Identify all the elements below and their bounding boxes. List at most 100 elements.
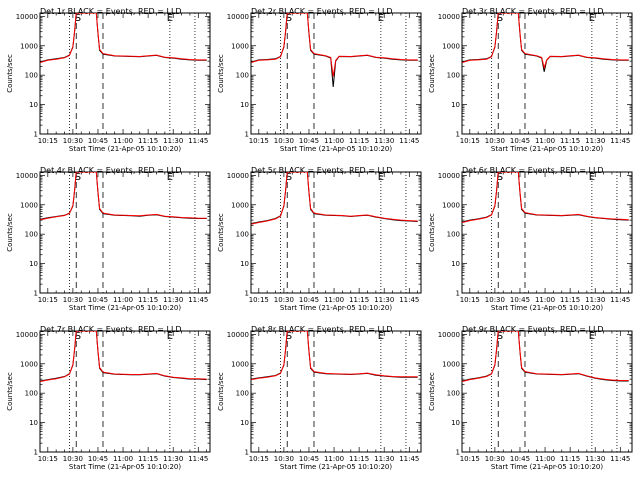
y-tick-label: 1 (245, 131, 249, 139)
lld-series-line (40, 13, 207, 63)
panel-2: Det 2r BLACK = Events, RED = LLD 1 10 100 10… (217, 7, 422, 153)
y-tick-label: 10000 (16, 172, 38, 180)
x-tick-label: 10:45 (299, 455, 319, 463)
x-tick-label: 11:30 (374, 455, 394, 463)
y-tick-label: 1000 (231, 42, 249, 50)
x-tick-label: 11:15 (138, 455, 158, 463)
x-tick-label: 11:30 (585, 137, 605, 145)
series-group (40, 172, 207, 221)
panel-5: Det 5r BLACK = Events, RED = LLD 1 10 100 10… (217, 166, 422, 312)
y-tick-label: 10000 (227, 331, 249, 339)
y-tick-label: 1000 (442, 42, 460, 50)
marker-label-e: E (378, 172, 384, 183)
y-tick-label: 1 (456, 290, 460, 298)
panel-title: Det 1r BLACK = Events, RED = LLD (40, 7, 182, 16)
marker-label-e: E (378, 331, 384, 342)
series-group (40, 13, 207, 63)
panel-8: Det 8r BLACK = Events, RED = LLD 1 10 100 10… (217, 325, 422, 471)
y-tick-label: 100 (25, 390, 38, 398)
marker-label-e: E (589, 331, 595, 342)
lld-series-line (40, 172, 207, 221)
x-tick-label: 10:30 (274, 137, 294, 145)
x-tick-label: 11:30 (163, 137, 183, 145)
y-tick-label: 1 (456, 449, 460, 457)
marker-label-s: S (286, 13, 292, 24)
y-tick-label: 1 (34, 290, 38, 298)
x-tick-label: 10:30 (274, 296, 294, 304)
x-tick-label: 11:45 (610, 296, 630, 304)
x-tick-label: 10:15 (38, 137, 58, 145)
x-tick-label: 11:45 (610, 137, 630, 145)
y-tick-label: 100 (447, 72, 460, 80)
series-group (462, 331, 629, 382)
marker-label-s: S (497, 331, 503, 342)
panel-7: Det 7r BLACK = Events, RED = LLD 1 10 100 10… (6, 325, 211, 471)
marker-label-e: E (167, 172, 173, 183)
x-tick-label: 10:15 (249, 137, 269, 145)
x-tick-label: 10:15 (249, 455, 269, 463)
y-tick-label: 1000 (231, 360, 249, 368)
x-tick-label: 11:45 (399, 296, 419, 304)
y-tick-label: 10 (29, 260, 38, 268)
marker-label-e: E (167, 13, 173, 24)
y-tick-label: 10 (240, 101, 249, 109)
y-tick-label: 100 (25, 72, 38, 80)
x-tick-label: 10:15 (460, 137, 480, 145)
y-tick-label: 1000 (442, 201, 460, 209)
x-tick-label: 11:15 (349, 137, 369, 145)
x-tick-label: 11:45 (399, 137, 419, 145)
y-tick-label: 100 (236, 72, 249, 80)
panel-title: Det 4r BLACK = Events, RED = LLD (40, 166, 182, 175)
x-tick-label: 11:15 (138, 296, 158, 304)
y-tick-label: 10000 (227, 13, 249, 21)
marker-label-s: S (497, 13, 503, 24)
y-tick-label: 10 (240, 260, 249, 268)
marker-label-s: S (286, 172, 292, 183)
x-tick-label: 10:45 (299, 137, 319, 145)
series-group (462, 13, 629, 72)
x-tick-label: 10:15 (460, 296, 480, 304)
x-tick-label: 11:30 (374, 296, 394, 304)
panel-9: Det 9r BLACK = Events, RED = LLD 1 10 100 10… (428, 325, 633, 471)
lld-series-line (40, 331, 207, 382)
x-tick-label: 10:45 (88, 296, 108, 304)
y-tick-label: 10 (240, 419, 249, 427)
y-tick-label: 100 (236, 231, 249, 239)
panel-1: Det 1r BLACK = Events, RED = LLD 1 10 100 10… (6, 7, 211, 153)
x-tick-label: 11:45 (188, 137, 208, 145)
x-tick-label: 11:45 (610, 455, 630, 463)
y-tick-label: 1 (245, 449, 249, 457)
marker-label-s: S (75, 331, 81, 342)
y-tick-label: 10000 (16, 331, 38, 339)
x-tick-label: 11:00 (113, 296, 133, 304)
x-tick-label: 10:30 (485, 296, 505, 304)
x-tick-label: 11:00 (535, 137, 555, 145)
x-axis-label: Start Time (21-Apr-05 10:10:20) (69, 304, 181, 312)
series-group (40, 331, 207, 382)
plot-frame (461, 171, 633, 294)
x-tick-label: 11:00 (324, 296, 344, 304)
x-tick-label: 10:15 (249, 296, 269, 304)
y-axis-label: Counts/sec (6, 54, 14, 93)
y-tick-label: 1 (456, 131, 460, 139)
x-tick-label: 11:15 (349, 455, 369, 463)
panel-4: Det 4r BLACK = Events, RED = LLD 1 10 100 10… (6, 166, 211, 312)
panel-title: Det 5r BLACK = Events, RED = LLD (251, 166, 393, 175)
x-tick-label: 10:30 (274, 455, 294, 463)
x-tick-label: 11:15 (349, 296, 369, 304)
x-tick-label: 11:15 (560, 296, 580, 304)
y-tick-label: 100 (236, 390, 249, 398)
x-tick-label: 11:00 (324, 137, 344, 145)
x-axis-label: Start Time (21-Apr-05 10:10:20) (280, 145, 392, 153)
x-tick-label: 11:45 (399, 455, 419, 463)
x-tick-label: 10:45 (88, 455, 108, 463)
panel-title: Det 6r BLACK = Events, RED = LLD (462, 166, 604, 175)
x-axis-label: Start Time (21-Apr-05 10:10:20) (491, 304, 603, 312)
panel-3: Det 3r BLACK = Events, RED = LLD 1 10 100 10… (428, 7, 633, 153)
y-tick-label: 10 (29, 419, 38, 427)
marker-label-s: S (286, 331, 292, 342)
series-group (251, 13, 418, 87)
x-tick-label: 11:00 (324, 455, 344, 463)
